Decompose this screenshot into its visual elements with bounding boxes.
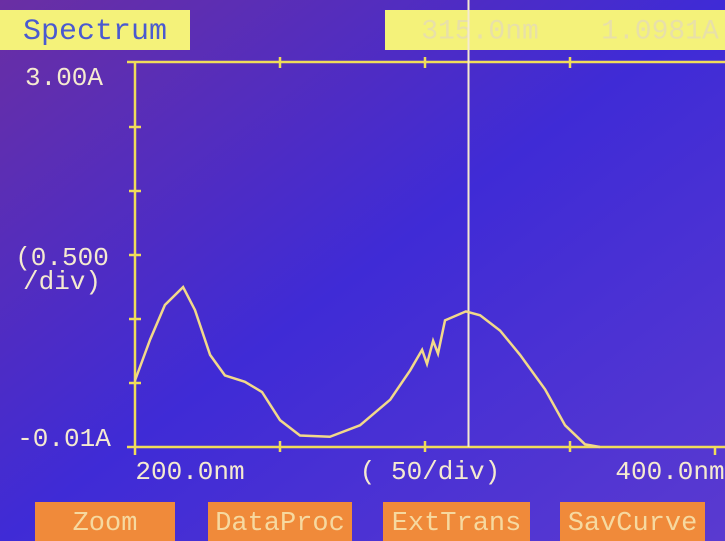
x-tick-label: 400.0nm [615,457,724,487]
y-tick-label: -0.01A [17,424,111,454]
y-tick-label: 3.00A [25,63,103,93]
y-division-label: /div) [23,267,101,297]
softkey-label[interactable]: SavCurve [568,509,698,539]
x-division-label: ( 50/div) [360,457,500,487]
cursor-wavelength: 315.0nm [421,16,539,47]
screen-title: Spectrum [23,15,167,49]
cursor-absorbance: 1.0981A [601,16,719,47]
softkey-label[interactable]: ExtTrans [392,509,522,539]
softkey-label[interactable]: DataProc [215,509,345,539]
softkey-label[interactable]: Zoom [73,509,138,539]
instrument-screen: Spectrum 315.0nm 1.0981A 3.00A -0.01A 200.… [0,0,725,541]
x-tick-label: 200.0nm [135,457,244,487]
